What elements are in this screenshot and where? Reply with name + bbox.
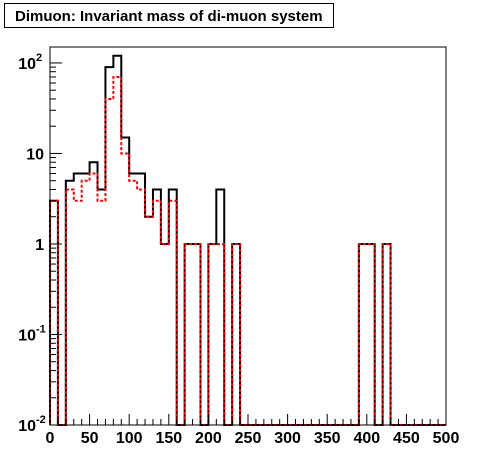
x-tick-label: 100 bbox=[116, 430, 143, 447]
x-tick-label: 450 bbox=[393, 430, 420, 447]
x-tick-label: 250 bbox=[235, 430, 262, 447]
x-tick-label: 500 bbox=[433, 430, 460, 447]
plot-frame bbox=[49, 46, 447, 426]
series-solid bbox=[49, 54, 446, 426]
y-tick-exponent: 2 bbox=[36, 52, 42, 64]
chart-title: Dimuon: Invariant mass of di-muon system bbox=[4, 3, 334, 28]
x-tick-label: 200 bbox=[195, 430, 222, 447]
series-layer bbox=[49, 54, 446, 426]
x-tick-label: 300 bbox=[274, 430, 301, 447]
y-tick-label: 10 bbox=[18, 327, 36, 344]
x-tick-label: 0 bbox=[46, 430, 55, 447]
x-tick-label: 350 bbox=[314, 430, 341, 447]
y-tick-exponent: -2 bbox=[36, 414, 46, 426]
y-tick-label: 10 bbox=[26, 146, 44, 163]
series-outline bbox=[49, 54, 446, 426]
x-tick-label: 150 bbox=[155, 430, 182, 447]
y-tick-label: 1 bbox=[35, 237, 44, 254]
series-dashed bbox=[49, 75, 446, 426]
y-tick-label: 10 bbox=[18, 418, 36, 435]
y-tick-exponent: -1 bbox=[36, 323, 46, 335]
y-tick-label: 10 bbox=[18, 56, 36, 73]
x-tick-label: 50 bbox=[81, 430, 99, 447]
series-outline bbox=[49, 75, 446, 426]
x-tick-label: 400 bbox=[353, 430, 380, 447]
